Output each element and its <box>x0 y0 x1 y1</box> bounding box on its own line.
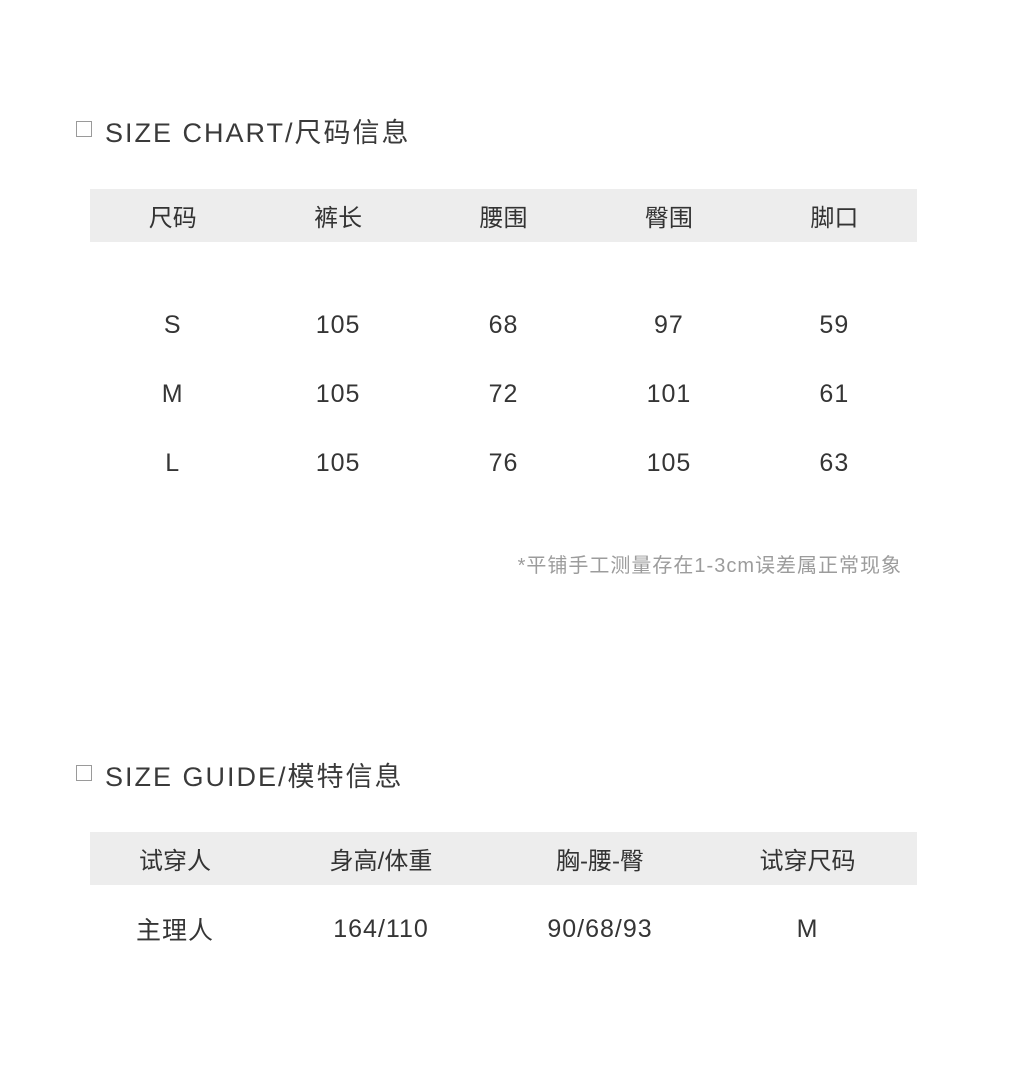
header-cell-leg-opening: 脚口 <box>810 205 859 232</box>
table-cell: 76 <box>488 449 519 477</box>
table-cell: 101 <box>646 380 692 408</box>
header-cell-size: 尺码 <box>148 205 197 232</box>
table-row-model: 主理人 164/110 90/68/93 M <box>90 899 917 959</box>
header-cell-hip: 臀围 <box>644 205 693 232</box>
table-row-m: M 105 72 101 61 <box>90 360 917 429</box>
header-cell-pant-length: 裤长 <box>314 205 363 232</box>
table-cell: 主理人 <box>135 917 214 945</box>
header-cell-fitting-size: 试穿尺码 <box>759 848 856 875</box>
size-guide-section-title: SIZE GUIDE/模特信息 <box>76 755 404 794</box>
size-guide-title-text: SIZE GUIDE/模特信息 <box>105 762 404 792</box>
header-cell-height-weight: 身高/体重 <box>329 848 433 875</box>
table-cell: M <box>161 380 184 408</box>
header-cell-model: 试穿人 <box>139 848 211 875</box>
table-cell: 164/110 <box>333 914 429 943</box>
table-cell: L <box>165 449 181 477</box>
table-cell: M <box>796 914 819 943</box>
table-row-l: L 105 76 105 63 <box>90 429 917 498</box>
square-bullet-icon <box>76 121 92 137</box>
table-cell: 105 <box>315 311 361 339</box>
size-chart-header-row: 尺码 裤长 腰围 臀围 脚口 <box>90 189 917 242</box>
table-cell: 72 <box>488 380 519 408</box>
table-cell: 105 <box>315 449 361 477</box>
table-cell: 105 <box>315 380 361 408</box>
size-chart-title-text: SIZE CHART/尺码信息 <box>105 118 411 148</box>
size-chart-section-title: SIZE CHART/尺码信息 <box>76 111 411 150</box>
table-cell: 68 <box>488 311 519 339</box>
table-cell: 63 <box>819 449 850 477</box>
header-cell-bust-waist-hip: 胸-腰-臀 <box>556 848 644 875</box>
size-guide-header-row: 试穿人 身高/体重 胸-腰-臀 试穿尺码 <box>90 832 917 885</box>
measurement-tolerance-note: *平铺手工测量存在1-3cm误差属正常现象 <box>517 555 902 577</box>
table-cell: 61 <box>819 380 850 408</box>
header-cell-waist: 腰围 <box>479 205 528 232</box>
table-cell: 90/68/93 <box>547 914 653 943</box>
size-chart-body: S 105 68 97 59 M 105 72 101 61 L 105 76 … <box>90 242 917 498</box>
table-row-s: S 105 68 97 59 <box>90 291 917 360</box>
table-cell: S <box>163 311 182 339</box>
table-cell: 97 <box>654 311 684 339</box>
square-bullet-icon <box>76 765 92 781</box>
table-cell: 105 <box>646 449 692 477</box>
size-guide-body: 主理人 164/110 90/68/93 M <box>90 885 917 959</box>
table-cell: 59 <box>819 311 850 339</box>
